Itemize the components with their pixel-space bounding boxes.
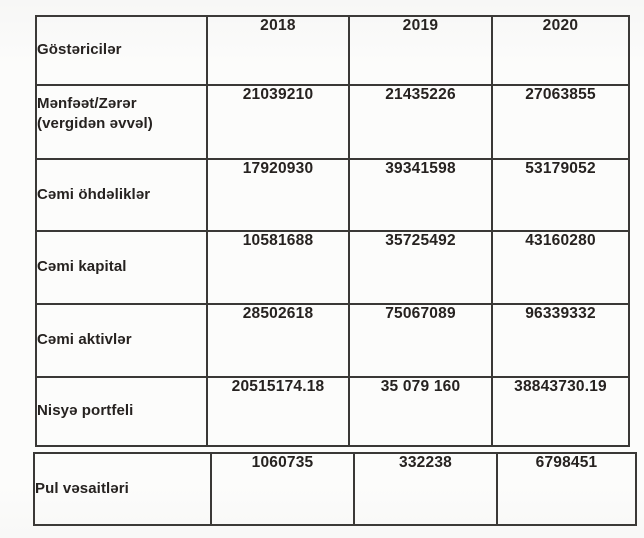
- table-row-credit-portfolio: Nisyə portfeli 20515174.18 35 079 160 38…: [35, 376, 630, 447]
- row-label-total-assets: Cəmi aktivlər: [35, 303, 208, 378]
- table-header-row: Göstəricilər 2018 2019 2020: [35, 15, 630, 86]
- cell-credit-portfolio-2020: 38843730.19: [491, 376, 630, 447]
- row-label-total-capital: Cəmi kapital: [35, 230, 208, 305]
- cell-cash-funds-2019: 332238: [353, 452, 498, 526]
- header-year-2019: 2019: [348, 15, 493, 86]
- financial-indicators-table: Göstəricilər 2018 2019 2020 Mənfəət/Zərə…: [35, 15, 630, 447]
- cell-total-liabilities-2020: 53179052: [491, 158, 630, 232]
- header-year-2018: 2018: [206, 15, 350, 86]
- cell-total-capital-2019: 35725492: [348, 230, 493, 305]
- cell-cash-funds-2020: 6798451: [496, 452, 637, 526]
- cell-profit-loss-2020: 27063855: [491, 84, 630, 160]
- cell-profit-loss-2018: 21039210: [206, 84, 350, 160]
- cell-cash-funds-2018: 1060735: [210, 452, 355, 526]
- row-label-cash-funds: Pul vəsaitləri: [33, 452, 212, 526]
- row-label-profit-loss: Mənfəət/Zərər (vergidən əvvəl): [35, 84, 208, 160]
- header-year-2020: 2020: [491, 15, 630, 86]
- table-row-total-capital: Cəmi kapital 10581688 35725492 43160280: [35, 230, 630, 305]
- cell-total-liabilities-2019: 39341598: [348, 158, 493, 232]
- cell-profit-loss-2019: 21435226: [348, 84, 493, 160]
- cell-total-liabilities-2018: 17920930: [206, 158, 350, 232]
- cell-total-assets-2019: 75067089: [348, 303, 493, 378]
- cash-funds-table: Pul vəsaitləri 1060735 332238 6798451: [33, 452, 637, 526]
- table-row-total-assets: Cəmi aktivlər 28502618 75067089 96339332: [35, 303, 630, 378]
- header-indicators-label: Göstəricilər: [35, 15, 208, 86]
- table-row-profit-loss: Mənfəət/Zərər (vergidən əvvəl) 21039210 …: [35, 84, 630, 160]
- table-row-total-liabilities: Cəmi öhdəliklər 17920930 39341598 531790…: [35, 158, 630, 232]
- cell-total-assets-2018: 28502618: [206, 303, 350, 378]
- cell-credit-portfolio-2019: 35 079 160: [348, 376, 493, 447]
- row-label-total-liabilities: Cəmi öhdəliklər: [35, 158, 208, 232]
- cell-total-capital-2018: 10581688: [206, 230, 350, 305]
- table-row-cash-funds: Pul vəsaitləri 1060735 332238 6798451: [33, 452, 637, 526]
- row-label-credit-portfolio: Nisyə portfeli: [35, 376, 208, 447]
- cell-credit-portfolio-2018: 20515174.18: [206, 376, 350, 447]
- cell-total-capital-2020: 43160280: [491, 230, 630, 305]
- cell-total-assets-2020: 96339332: [491, 303, 630, 378]
